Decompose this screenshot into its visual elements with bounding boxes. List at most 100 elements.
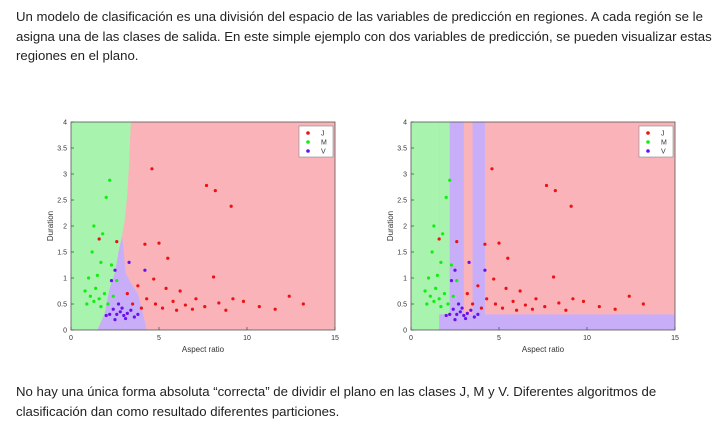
data-point-J <box>569 204 573 208</box>
data-point-J <box>164 286 168 290</box>
data-point-J <box>506 256 510 260</box>
data-point-V <box>127 260 131 264</box>
data-point-M <box>435 273 439 277</box>
data-point-J <box>97 237 101 241</box>
data-point-J <box>564 308 568 312</box>
data-point-J <box>224 308 228 312</box>
data-point-J <box>571 297 575 301</box>
data-point-V <box>483 268 487 272</box>
data-point-J <box>485 297 489 301</box>
data-point-J <box>557 301 561 305</box>
data-point-M <box>104 195 108 199</box>
data-point-V <box>462 313 466 318</box>
y-tick-label: 0 <box>63 328 67 335</box>
data-point-J <box>287 294 291 298</box>
x-axis-label: Aspect ratio <box>522 345 565 354</box>
data-point-J <box>490 167 494 171</box>
data-point-J <box>455 240 459 244</box>
y-tick-label: 1 <box>403 276 407 283</box>
data-point-M <box>427 276 431 280</box>
legend-marker-V <box>646 149 650 153</box>
data-point-V <box>132 315 136 319</box>
data-point-M <box>92 299 96 303</box>
y-tick-label: 3.5 <box>397 146 407 153</box>
data-point-V <box>476 312 480 316</box>
data-point-J <box>229 204 233 208</box>
data-point-J <box>523 303 527 307</box>
data-point-J <box>125 292 129 296</box>
data-point-J <box>613 307 617 311</box>
data-point-J <box>551 275 556 279</box>
legend-label-M: M <box>661 140 667 147</box>
data-point-M <box>94 286 98 290</box>
data-point-M <box>451 294 455 298</box>
data-point-J <box>465 292 469 296</box>
x-tick-label: 0 <box>69 335 73 342</box>
data-point-M <box>432 224 436 228</box>
legend-label-V: V <box>661 149 666 156</box>
data-point-J <box>136 284 140 288</box>
data-point-J <box>194 297 198 301</box>
data-point-V <box>113 318 117 322</box>
data-point-V <box>460 306 464 310</box>
region-V <box>449 122 464 330</box>
data-point-M <box>90 250 94 254</box>
data-point-M <box>439 305 443 309</box>
data-point-V <box>465 311 469 315</box>
legend-marker-J <box>306 131 310 135</box>
data-point-J <box>166 256 170 260</box>
data-point-V <box>143 268 147 272</box>
legend-label-M: M <box>321 140 327 147</box>
data-point-J <box>152 277 156 281</box>
y-tick-label: 1.5 <box>57 250 67 257</box>
data-point-J <box>145 297 149 301</box>
data-point-J <box>597 305 601 309</box>
data-point-M <box>106 302 110 306</box>
data-point-V <box>136 312 140 316</box>
data-point-J <box>150 167 154 171</box>
x-tick-label: 5 <box>497 335 501 342</box>
data-point-M <box>115 279 119 283</box>
data-point-J <box>511 299 515 303</box>
data-point-M <box>434 286 438 290</box>
data-point-V <box>113 268 117 272</box>
data-point-J <box>301 302 305 306</box>
legend-box <box>298 125 334 158</box>
data-point-J <box>534 297 538 301</box>
data-point-V <box>108 312 112 316</box>
data-point-J <box>493 302 498 306</box>
data-point-M <box>448 178 452 182</box>
data-point-V <box>451 307 455 311</box>
data-point-V <box>123 316 128 321</box>
legend-marker-J <box>646 131 650 135</box>
y-axis-label: Duration <box>386 211 395 241</box>
data-point-J <box>115 240 119 244</box>
data-point-V <box>449 279 454 283</box>
data-point-V <box>129 308 133 312</box>
data-point-M <box>441 232 445 236</box>
data-point-M <box>88 294 92 298</box>
y-tick-label: 0.5 <box>57 302 67 309</box>
data-point-J <box>139 306 143 310</box>
data-point-J <box>581 299 586 303</box>
y-tick-label: 2 <box>63 224 67 231</box>
y-tick-label: 3 <box>403 172 407 179</box>
data-point-J <box>178 289 182 293</box>
data-point-J <box>183 303 187 307</box>
data-point-M <box>111 294 115 298</box>
data-point-J <box>213 189 217 193</box>
y-tick-label: 2.5 <box>57 198 67 205</box>
data-point-V <box>456 302 461 306</box>
data-point-M <box>99 305 103 309</box>
data-point-M <box>109 263 114 267</box>
data-point-V <box>458 310 462 314</box>
legend-box <box>638 125 674 158</box>
data-point-J <box>190 307 195 311</box>
data-point-V <box>453 268 457 272</box>
data-point-V <box>111 307 115 311</box>
data-point-J <box>553 189 557 193</box>
legend-label-J: J <box>661 131 665 138</box>
data-point-V <box>115 312 119 316</box>
data-point-V <box>120 306 124 310</box>
y-tick-label: 1.5 <box>397 250 407 257</box>
